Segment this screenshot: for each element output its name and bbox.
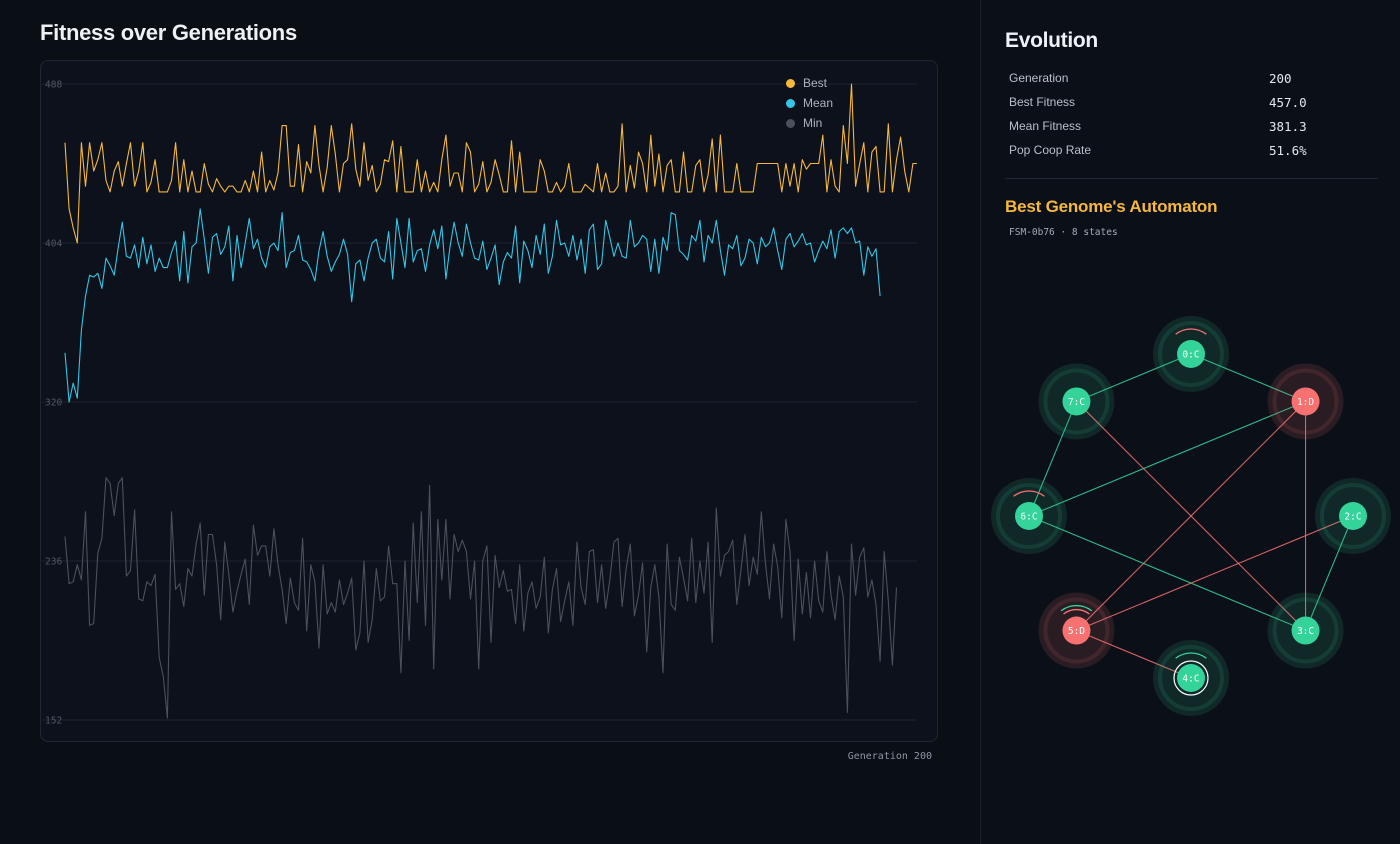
- node-halo-ring: [1320, 483, 1386, 549]
- legend-swatch-mean: [786, 98, 795, 108]
- y-tick-label: 404: [45, 239, 62, 250]
- y-tick-label: 236: [45, 557, 62, 568]
- state-label: 2:C: [1344, 512, 1361, 523]
- state-node: [1339, 502, 1367, 530]
- fitness-chart: 152 236 320 404 488: [42, 80, 917, 727]
- state-label: 1:D: [1297, 397, 1314, 408]
- evolution-panel: Evolution Generation 200 Best Fitness 45…: [980, 0, 1400, 844]
- y-tick-label: 152: [45, 716, 62, 727]
- node-halo-ring: [1272, 368, 1339, 435]
- stat-label: Mean Fitness: [1009, 119, 1082, 133]
- current-state-ring: [1173, 660, 1209, 696]
- best-series-line: [64, 83, 917, 244]
- state-label: 3:C: [1297, 626, 1314, 637]
- stat-value: 200: [1269, 70, 1292, 86]
- node-halo-ring: [996, 483, 1062, 549]
- generation-label: Generation 200: [847, 751, 932, 762]
- genome-title: Best Genome's Automaton: [1005, 197, 1218, 216]
- self-loop-arc: [1175, 652, 1207, 659]
- automaton-graph: 0:C 1:D 2:C 3:C 4:C 5:D 6:C 7:C: [991, 316, 1391, 716]
- transition-edge: [1028, 401, 1077, 517]
- transition-edge: [1076, 401, 1306, 631]
- genome-subtitle: FSM-0b76 · 8 states: [1009, 227, 1118, 238]
- stat-row-best-fitness: Best Fitness 457.0: [1009, 90, 1369, 114]
- node-halo-ring: [1158, 321, 1224, 387]
- chart-legend: Best Mean Min: [786, 73, 833, 133]
- transition-edge: [1305, 515, 1354, 631]
- legend-item-mean: Mean: [786, 93, 833, 113]
- legend-label-best: Best: [803, 76, 828, 90]
- transition-edge: [1076, 515, 1354, 632]
- self-loop-arc: [1175, 328, 1207, 335]
- stat-row-coop-rate: Pop Coop Rate 51.6%: [1009, 138, 1369, 162]
- state-label: 7:C: [1068, 397, 1085, 408]
- state-label: 5:D: [1068, 626, 1085, 637]
- stat-value: 51.6%: [1269, 142, 1307, 158]
- state-node: [1062, 387, 1091, 416]
- fitness-panel: Fitness over Generations 152 236 320 404 488…: [40, 20, 938, 762]
- state-node: [1177, 664, 1205, 692]
- self-loop-arc: [1013, 490, 1045, 497]
- state-node: [1291, 616, 1320, 645]
- stat-label: Generation: [1009, 71, 1069, 85]
- page-title: Fitness over Generations: [40, 20, 297, 45]
- state-node: [1291, 387, 1320, 416]
- state-label: 0:C: [1182, 350, 1199, 361]
- divider: [1005, 178, 1378, 179]
- transition-edge: [1190, 353, 1306, 402]
- transition-edge: [1076, 630, 1192, 679]
- transition-edge: [1076, 353, 1192, 402]
- y-tick-label: 488: [45, 80, 62, 91]
- stat-label: Pop Coop Rate: [1009, 143, 1092, 157]
- node-halo-ring: [1043, 597, 1110, 664]
- node-halo-ring: [1043, 368, 1110, 435]
- y-tick-label: 320: [45, 398, 62, 409]
- transition-edge: [1028, 400, 1306, 517]
- stat-row-mean-fitness: Mean Fitness 381.3: [1009, 114, 1369, 138]
- legend-item-best: Best: [786, 73, 833, 93]
- min-series-line: [64, 477, 898, 719]
- stat-value: 381.3: [1269, 118, 1307, 134]
- stats-table: Generation 200 Best Fitness 457.0 Mean F…: [1009, 66, 1369, 162]
- state-label: 4:C: [1182, 674, 1199, 685]
- legend-label-min: Min: [803, 116, 823, 130]
- state-label: 6:C: [1020, 512, 1037, 523]
- chart-frame: [40, 60, 938, 742]
- stat-value: 457.0: [1269, 94, 1307, 110]
- node-halo-ring: [1158, 645, 1224, 711]
- legend-item-min: Min: [786, 113, 833, 133]
- stat-row-generation: Generation 200: [1009, 66, 1369, 90]
- self-loop-arc: [1060, 604, 1093, 612]
- legend-swatch-min: [786, 118, 795, 128]
- mean-series-line: [64, 208, 881, 403]
- state-node: [1062, 616, 1091, 645]
- legend-swatch-best: [786, 78, 795, 88]
- state-node: [1015, 502, 1043, 530]
- panel-title: Evolution: [1005, 29, 1098, 52]
- self-loop-arc: [1063, 608, 1090, 615]
- legend-label-mean: Mean: [803, 96, 834, 110]
- node-halo-ring: [1272, 597, 1339, 664]
- stat-label: Best Fitness: [1009, 95, 1076, 109]
- transition-edge: [1028, 515, 1306, 632]
- state-node: [1177, 340, 1205, 368]
